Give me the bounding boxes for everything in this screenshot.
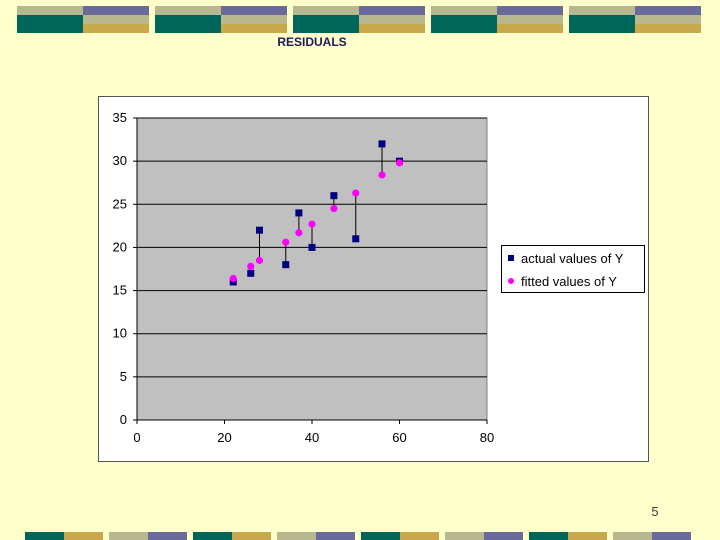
band-tile [361, 532, 439, 540]
square-marker-icon [508, 255, 514, 261]
y-tick-label: 0 [120, 412, 127, 427]
actual-point [308, 243, 316, 251]
band-tile [109, 532, 187, 540]
band-tile [613, 532, 691, 540]
legend-entry-actual: actual values of Y [508, 249, 623, 267]
actual-point [352, 235, 360, 243]
band-tile [529, 532, 607, 540]
band-tile [293, 6, 425, 33]
band-tile [569, 6, 701, 33]
fitted-point [308, 220, 316, 228]
actual-point [378, 140, 386, 148]
slide-title: RESIDUALS [277, 35, 347, 49]
actual-point [256, 226, 263, 234]
band-tile [277, 532, 355, 540]
band-tile [17, 6, 149, 33]
actual-point [295, 209, 303, 217]
top-decorative-band [0, 6, 720, 34]
y-tick-label: 10 [113, 326, 127, 341]
legend-label-fitted: fitted values of Y [521, 273, 617, 289]
circle-marker-icon [508, 278, 514, 284]
y-tick-label: 30 [113, 153, 127, 168]
band-tile [431, 6, 563, 33]
y-tick-label: 35 [113, 110, 127, 125]
bottom-decorative-band [0, 532, 720, 540]
actual-point [330, 192, 338, 200]
fitted-point [352, 189, 360, 197]
legend-label-actual: actual values of Y [521, 250, 624, 266]
fitted-point [295, 229, 303, 237]
x-tick-label: 40 [305, 430, 319, 445]
band-tile [155, 6, 287, 33]
fitted-point [395, 159, 404, 167]
fitted-point [282, 238, 290, 246]
y-tick-label: 20 [113, 239, 127, 254]
band-tile [445, 532, 523, 540]
x-tick-label: 0 [133, 430, 140, 445]
fitted-point [330, 205, 338, 213]
fitted-point [255, 256, 264, 264]
y-tick-label: 25 [113, 196, 127, 211]
y-tick-label: 15 [113, 283, 127, 298]
chart-legend: actual values of Y fitted values of Y [501, 245, 645, 293]
plot-area [136, 117, 488, 421]
fitted-point [229, 274, 237, 283]
residuals-scatter-chart: 0 5 10 15 20 25 30 35 0 20 40 60 80 [113, 110, 495, 445]
legend-entry-fitted: fitted values of Y [508, 272, 617, 290]
actual-point [247, 269, 255, 277]
x-tick-label: 80 [480, 430, 494, 445]
y-tick-label: 5 [120, 369, 127, 384]
band-tile [25, 532, 103, 540]
fitted-point [378, 171, 386, 179]
chart-frame: 0 5 10 15 20 25 30 35 0 20 40 60 80 actual values of… [98, 96, 649, 462]
fitted-point [247, 262, 255, 271]
x-tick-label: 20 [217, 430, 231, 445]
band-tile [193, 532, 271, 540]
x-tick-label: 60 [392, 430, 406, 445]
page-number: 5 [651, 504, 659, 519]
actual-point [282, 261, 290, 269]
